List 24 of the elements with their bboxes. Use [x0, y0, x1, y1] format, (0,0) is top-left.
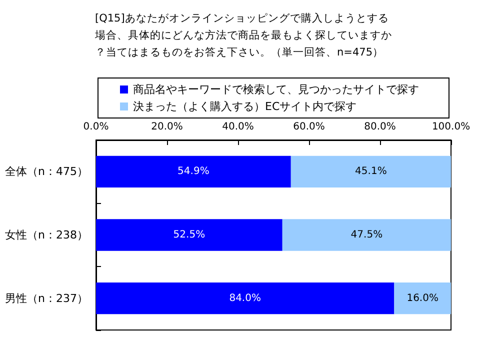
x-tick-label: 80.0%	[364, 122, 396, 132]
bar	[96, 282, 394, 314]
x-tick-label: 40.0%	[222, 122, 254, 132]
data-label: 52.5%	[173, 230, 206, 240]
legend-label: 商品名やキーワードで検索して、見つかったサイトで探す	[133, 83, 419, 96]
data-label: 54.9%	[178, 166, 210, 178]
data-label: 45.1%	[355, 166, 387, 178]
bar	[394, 282, 451, 314]
bar	[290, 156, 451, 188]
bar	[96, 219, 282, 251]
legend-label: 決まった（よく購入する）ECサイト内で探す	[133, 100, 357, 113]
x-tick-label: 20.0%	[151, 122, 183, 132]
y-tick-label: 男性（n：237）	[5, 292, 88, 305]
data-label: 47.5%	[350, 230, 383, 240]
y-tick-label: 全体（n：475）	[5, 165, 88, 178]
x-tick-label: 60.0%	[293, 122, 325, 132]
x-tick-label: 0.0%	[83, 122, 109, 132]
chart-title: [Q15]あなたがオンラインショッピングで購入しようとする場合、具体的にどんな方法で商品を最もよく探していますか？当てはまるものをお答え下さい。（単一回答、n=475）	[94, 12, 392, 58]
y-tick-label: 女性（n：238）	[5, 228, 88, 242]
bar	[96, 156, 291, 188]
data-label: 16.0%	[406, 292, 438, 304]
bar	[282, 219, 451, 251]
data-label: 84.0%	[229, 292, 261, 304]
x-tick-label: 100.0%	[432, 122, 470, 132]
